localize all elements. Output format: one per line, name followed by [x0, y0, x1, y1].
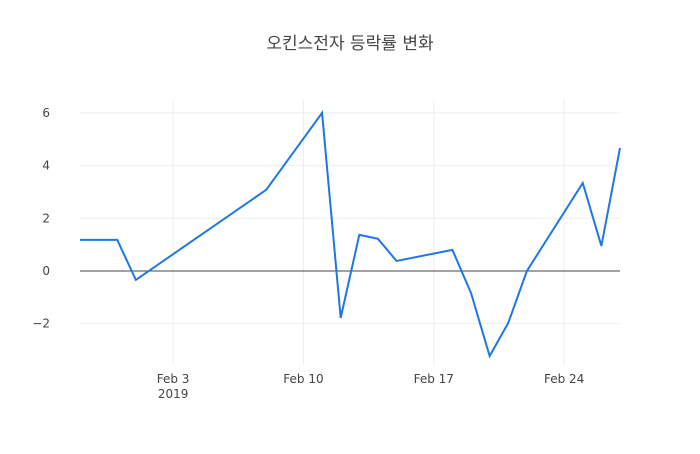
- y-tick-label: 6: [42, 106, 50, 120]
- y-tick-label: −2: [32, 317, 50, 331]
- x-tick-sublabel: 2019: [158, 387, 189, 401]
- x-tick-label: Feb 17: [414, 372, 454, 386]
- x-tick-label: Feb 10: [283, 372, 323, 386]
- x-tick-label: Feb 24: [544, 372, 584, 386]
- y-tick-label: 2: [42, 211, 50, 225]
- chart-title: 오킨스전자 등락률 변화: [266, 34, 434, 54]
- x-tick-label: Feb 3: [157, 372, 190, 386]
- y-tick-label: 0: [42, 264, 50, 278]
- line: [80, 110, 621, 359]
- y-tick-label: 4: [42, 159, 50, 173]
